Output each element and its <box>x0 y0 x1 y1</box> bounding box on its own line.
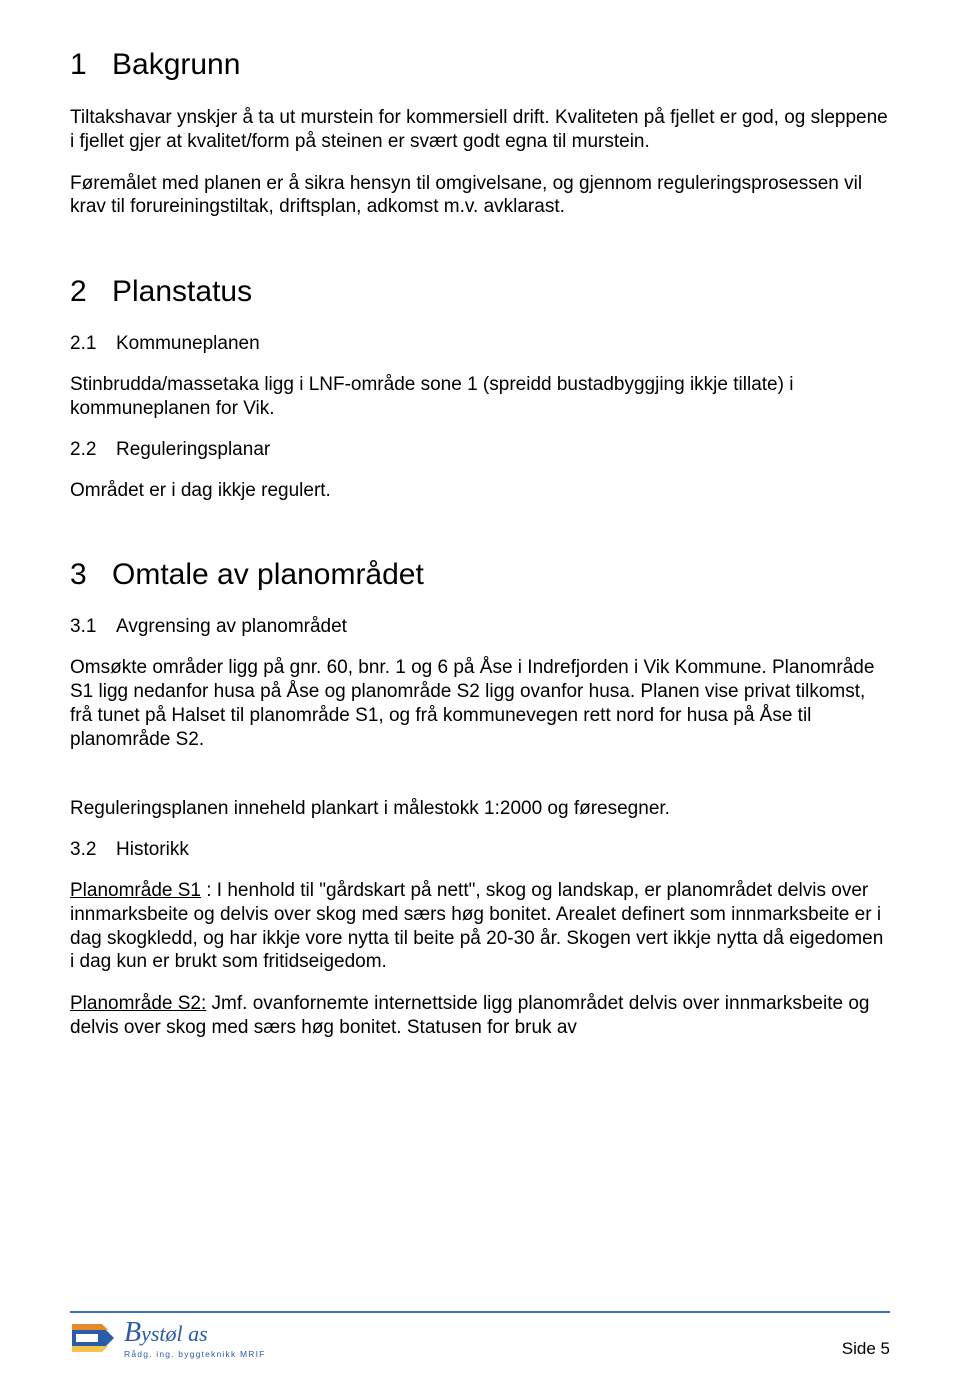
logo-shapes-icon <box>70 1322 118 1354</box>
subsection-title: Reguleringsplanar <box>116 439 270 460</box>
logo-initial: B <box>124 1317 141 1348</box>
paragraph: Området er i dag ikkje regulert. <box>70 479 890 503</box>
section-number: 2 <box>70 275 112 309</box>
paragraph: Føremålet med planen er å sikra hensyn t… <box>70 172 890 220</box>
paragraph: Stinbrudda/massetaka ligg i LNF-område s… <box>70 373 890 421</box>
subsection-title: Avgrensing av planområdet <box>116 616 347 637</box>
document-body: 1Bakgrunn Tiltakshavar ynskjer å ta ut m… <box>70 48 890 1311</box>
subsection-number: 3.2 <box>70 839 116 861</box>
inline-label: Planområde S1 <box>70 880 201 901</box>
paragraph: Reguleringsplanen inneheld plankart i må… <box>70 797 890 821</box>
paragraph: Planområde S2: Jmf. ovanfornemte interne… <box>70 992 890 1040</box>
company-logo: Bystøl as Rådg. ing. byggteknikk MRIF <box>70 1317 266 1359</box>
logo-text: Bystøl as Rådg. ing. byggteknikk MRIF <box>124 1317 266 1359</box>
page-number: Side 5 <box>842 1339 890 1359</box>
inline-label: Planområde S2: <box>70 993 206 1014</box>
heading-3-omtale: 3Omtale av planområdet <box>70 558 890 592</box>
paragraph: Tiltakshavar ynskjer å ta ut murstein fo… <box>70 106 890 154</box>
heading-2-planstatus: 2Planstatus <box>70 275 890 309</box>
section-title: Omtale av planområdet <box>112 558 424 591</box>
paragraph: Omsøkte områder ligg på gnr. 60, bnr. 1 … <box>70 656 890 751</box>
section-title: Bakgrunn <box>112 48 240 81</box>
section-number: 1 <box>70 48 112 82</box>
logo-subtitle: Rådg. ing. byggteknikk MRIF <box>124 1349 266 1359</box>
subheading-3-1: 3.1Avgrensing av planområdet <box>70 616 890 638</box>
subsection-number: 2.2 <box>70 439 116 461</box>
logo-name-rest: ystøl as <box>141 1321 208 1346</box>
paragraph: Planområde S1 : I henhold til "gårdskart… <box>70 879 890 974</box>
subsection-number: 3.1 <box>70 616 116 638</box>
subheading-2-2: 2.2Reguleringsplanar <box>70 439 890 461</box>
subsection-title: Historikk <box>116 839 189 860</box>
section-title: Planstatus <box>112 275 252 308</box>
footer-rule <box>70 1311 890 1313</box>
subsection-title: Kommuneplanen <box>116 333 260 354</box>
heading-1-bakgrunn: 1Bakgrunn <box>70 48 890 82</box>
logo-company-name: Bystøl as <box>124 1317 266 1349</box>
section-number: 3 <box>70 558 112 592</box>
subsection-number: 2.1 <box>70 333 116 355</box>
footer: Bystøl as Rådg. ing. byggteknikk MRIF Si… <box>70 1311 890 1359</box>
subheading-2-1: 2.1Kommuneplanen <box>70 333 890 355</box>
subheading-3-2: 3.2Historikk <box>70 839 890 861</box>
